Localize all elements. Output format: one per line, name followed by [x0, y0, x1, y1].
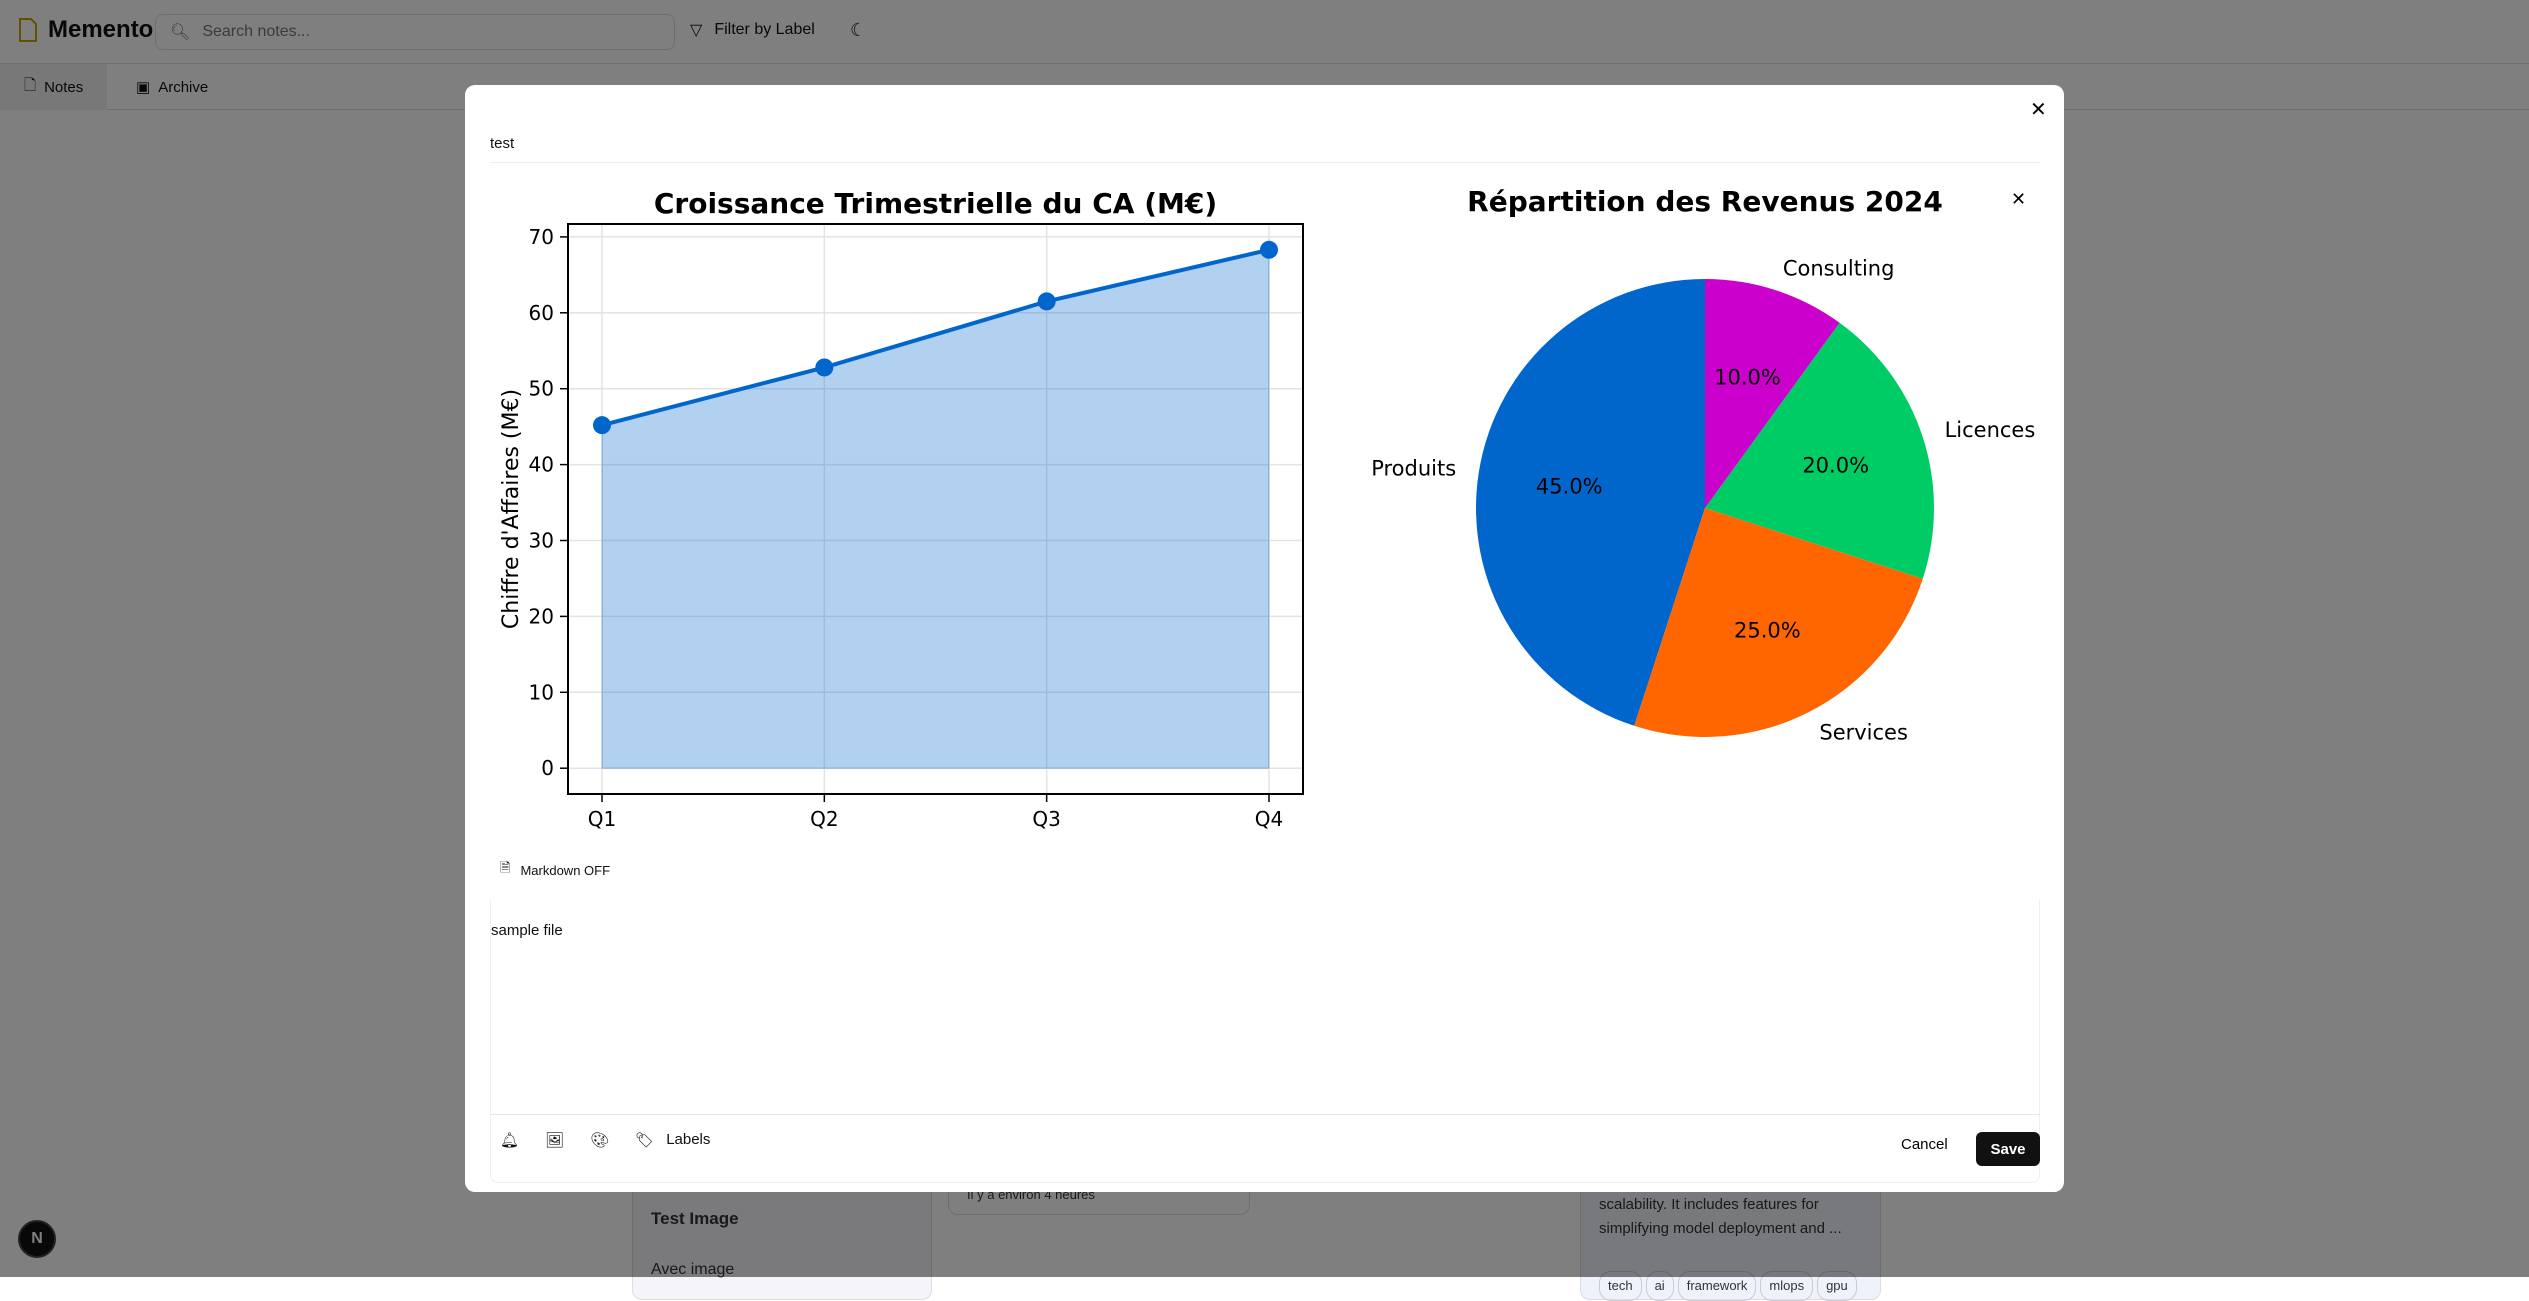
close-icon: ✕ [2030, 99, 2047, 121]
labels-label: Labels [666, 1131, 711, 1148]
note-title-input[interactable]: test [490, 135, 515, 152]
data-point [815, 358, 834, 377]
note-content-text: sample file [491, 922, 563, 939]
save-button[interactable]: Save [1976, 1132, 2040, 1166]
note-toolbar: 🔔︎ 🖼︎ 🎨︎ 🏷︎ Labels [500, 1131, 710, 1149]
pie-slice [1705, 322, 1934, 579]
x-tick-label: Q4 [1255, 807, 1283, 831]
x-tick-label: Q2 [810, 807, 838, 831]
y-tick-label: 60 [529, 301, 554, 325]
pie-pct-label: 20.0% [1802, 454, 1869, 478]
pie-label: Licences [1945, 418, 2036, 442]
remove-image-button[interactable]: ✕ [2011, 189, 2026, 210]
cancel-button[interactable]: Cancel [1901, 1136, 1948, 1153]
data-point [593, 416, 611, 435]
x-tick-label: Q3 [1032, 807, 1060, 831]
chart-image: 0 10 20 30 40 50 60 70 Q1 Q2 Q3 Q4 Croissance Trimes… [499, 185, 2036, 831]
pie-slice [1634, 508, 1923, 737]
data-point [1260, 240, 1278, 259]
y-tick-label: 40 [529, 453, 554, 477]
labels-button[interactable]: 🏷︎ Labels [635, 1131, 710, 1149]
divider [490, 162, 2040, 163]
pie-pct-label: 45.0% [1536, 475, 1603, 499]
y-tick-label: 0 [541, 756, 554, 780]
pie-slice [1476, 279, 1705, 726]
image-icon[interactable]: 🖼︎ [545, 1132, 565, 1149]
pie-slice [1705, 279, 1840, 508]
close-dialog-button[interactable]: ✕ [2030, 97, 2047, 122]
data-point [1037, 292, 1056, 311]
tag-icon: 🏷︎ [635, 1132, 655, 1149]
pie-pct-label: 25.0% [1734, 618, 1801, 642]
close-icon: ✕ [2011, 189, 2027, 209]
markdown-label: Markdown OFF [520, 862, 611, 878]
chart-title: Répartition des Revenus 2024 [1467, 185, 1943, 218]
pie-pct-label: 10.0% [1714, 365, 1781, 389]
y-tick-label: 70 [529, 225, 554, 249]
markdown-toggle[interactable]: 🗎 Markdown OFF [500, 859, 610, 881]
series-line [601, 247, 1270, 428]
pie-label: Services [1819, 720, 1908, 744]
area-fill [601, 249, 1270, 769]
pie-label: Consulting [1783, 256, 1895, 280]
x-tick-label: Q1 [588, 807, 616, 831]
divider [490, 1114, 2040, 1115]
pie-label: Produits [1371, 457, 1456, 481]
y-tick-label: 10 [529, 680, 554, 704]
palette-icon[interactable]: 🎨︎ [590, 1132, 610, 1149]
axes-frame [567, 223, 1304, 795]
note-content-textarea[interactable]: sample file [490, 900, 2040, 1183]
chart-title: Croissance Trimestrielle du CA (M€) [654, 187, 1217, 220]
bell-icon[interactable]: 🔔︎ [500, 1132, 520, 1149]
y-tick-label: 20 [529, 604, 554, 628]
y-tick-label: 30 [529, 528, 554, 552]
y-tick-label: 50 [529, 377, 554, 401]
file-text-icon: 🗎 [500, 860, 511, 875]
edit-note-dialog: ✕ test 0 10 20 30 40 50 60 70 Q1 Q2 Q3 Q4 Croissance… [465, 85, 2064, 1192]
y-axis-label: Chiffre d'Affaires (M€) [499, 389, 524, 629]
